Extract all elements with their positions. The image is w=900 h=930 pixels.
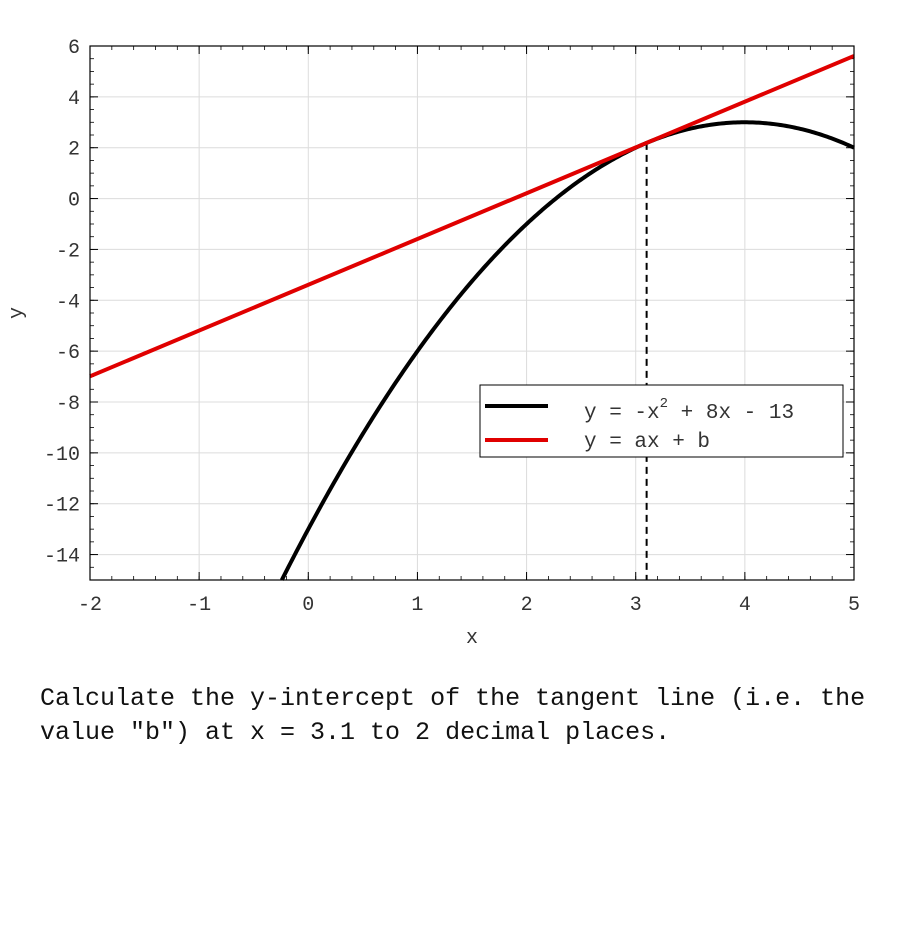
legend-label-tangent: y = ax + b [584,431,710,454]
x-tick-label: 4 [739,594,751,617]
legend-label-curve: y = -x2 + 8x - 13 [584,396,794,425]
parabola-curve [280,120,855,581]
y-tick-label: -2 [56,240,80,263]
x-tick-label: -2 [78,594,102,617]
tangent-line [89,54,855,379]
grid-lines [89,45,855,580]
x-tick-label: 3 [630,594,642,617]
x-tick-label: 2 [521,594,533,617]
plot-frame [89,45,855,581]
y-tick-label: -14 [44,546,80,569]
y-axis-label: y [6,307,29,319]
x-tick-label: 1 [411,594,423,617]
y-tick-label: -10 [44,444,80,467]
y-tick-label: -4 [56,291,80,314]
axis-ticks [89,45,855,581]
y-tick-label: 6 [68,37,80,60]
y-tick-label: -12 [44,495,80,518]
x-tick-label: 0 [302,594,314,617]
y-tick-label: 2 [68,139,80,162]
x-axis-label: x [466,627,478,650]
y-tick-label: 0 [68,190,80,213]
y-tick-label: 4 [68,88,80,111]
question-text: Calculate the y-intercept of the tangent… [40,684,866,747]
legend-box [479,384,844,458]
x-tick-label: -1 [187,594,211,617]
y-tick-label: -6 [56,342,80,365]
x-tick-label: 5 [848,594,860,617]
legend: y = -x2 + 8x - 13 y = ax + b [479,384,844,458]
y-tick-label: -8 [56,393,80,416]
series-layer [89,54,855,581]
